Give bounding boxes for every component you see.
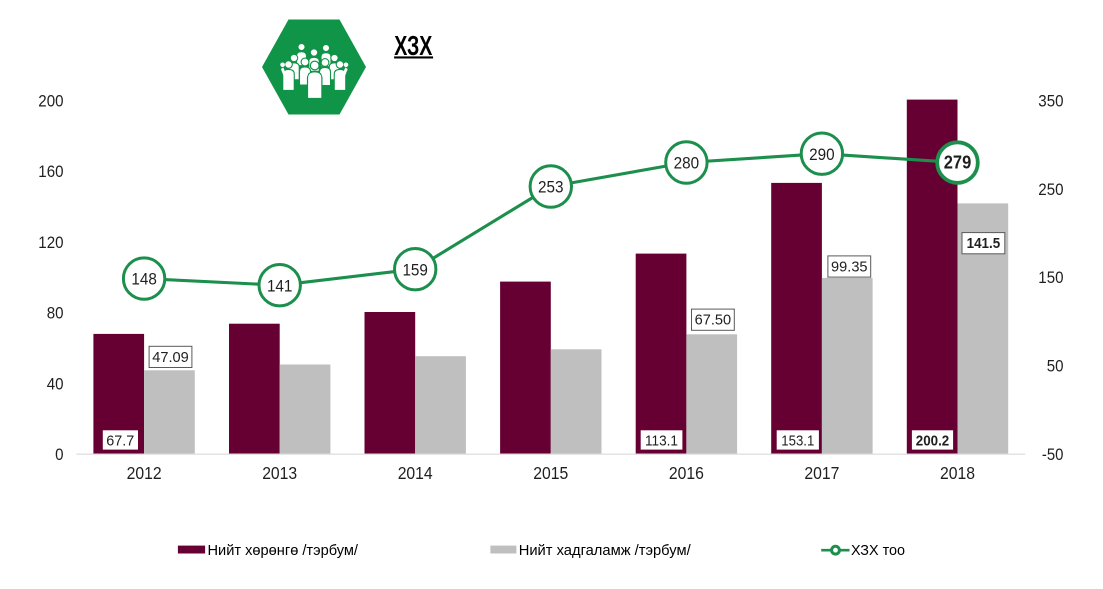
svg-text:ХЗХ: ХЗХ (394, 30, 433, 61)
svg-text:159: 159 (402, 260, 428, 279)
svg-text:99.35: 99.35 (831, 259, 868, 276)
svg-text:67.50: 67.50 (695, 312, 732, 329)
svg-text:280: 280 (674, 154, 700, 173)
svg-text:2016: 2016 (669, 463, 704, 483)
svg-text:-50: -50 (1042, 446, 1064, 464)
svg-text:67.7: 67.7 (106, 432, 134, 449)
svg-text:Нийт хөрөнгө /тэрбум/: Нийт хөрөнгө /тэрбум/ (208, 542, 359, 559)
svg-text:148: 148 (131, 270, 157, 289)
svg-text:2013: 2013 (262, 463, 297, 483)
svg-text:2017: 2017 (804, 463, 839, 483)
svg-text:113.1: 113.1 (645, 432, 678, 449)
svg-text:47.09: 47.09 (152, 349, 189, 366)
svg-text:141: 141 (267, 276, 293, 295)
svg-text:Нийт хадгаламж /тэрбум/: Нийт хадгаламж /тэрбум/ (519, 542, 692, 559)
svg-text:2012: 2012 (127, 463, 162, 483)
svg-text:ХЗХ тоо: ХЗХ тоо (851, 542, 905, 559)
svg-text:50: 50 (1047, 358, 1064, 376)
svg-text:80: 80 (47, 305, 64, 323)
svg-text:250: 250 (1038, 181, 1063, 199)
svg-text:150: 150 (1038, 269, 1063, 287)
svg-text:0: 0 (55, 446, 63, 464)
svg-text:2018: 2018 (940, 463, 975, 483)
svg-text:350: 350 (1038, 92, 1063, 110)
svg-text:2015: 2015 (533, 463, 568, 483)
svg-text:253: 253 (538, 178, 564, 197)
svg-text:2014: 2014 (398, 463, 433, 483)
svg-text:200: 200 (38, 92, 63, 110)
svg-text:141.5: 141.5 (967, 235, 1001, 252)
svg-text:40: 40 (47, 375, 64, 393)
svg-text:290: 290 (809, 145, 835, 164)
svg-text:120: 120 (38, 234, 63, 252)
svg-text:153.1: 153.1 (781, 432, 814, 449)
svg-text:279: 279 (944, 153, 972, 173)
svg-text:160: 160 (38, 163, 63, 181)
svg-text:200.2: 200.2 (916, 432, 950, 449)
